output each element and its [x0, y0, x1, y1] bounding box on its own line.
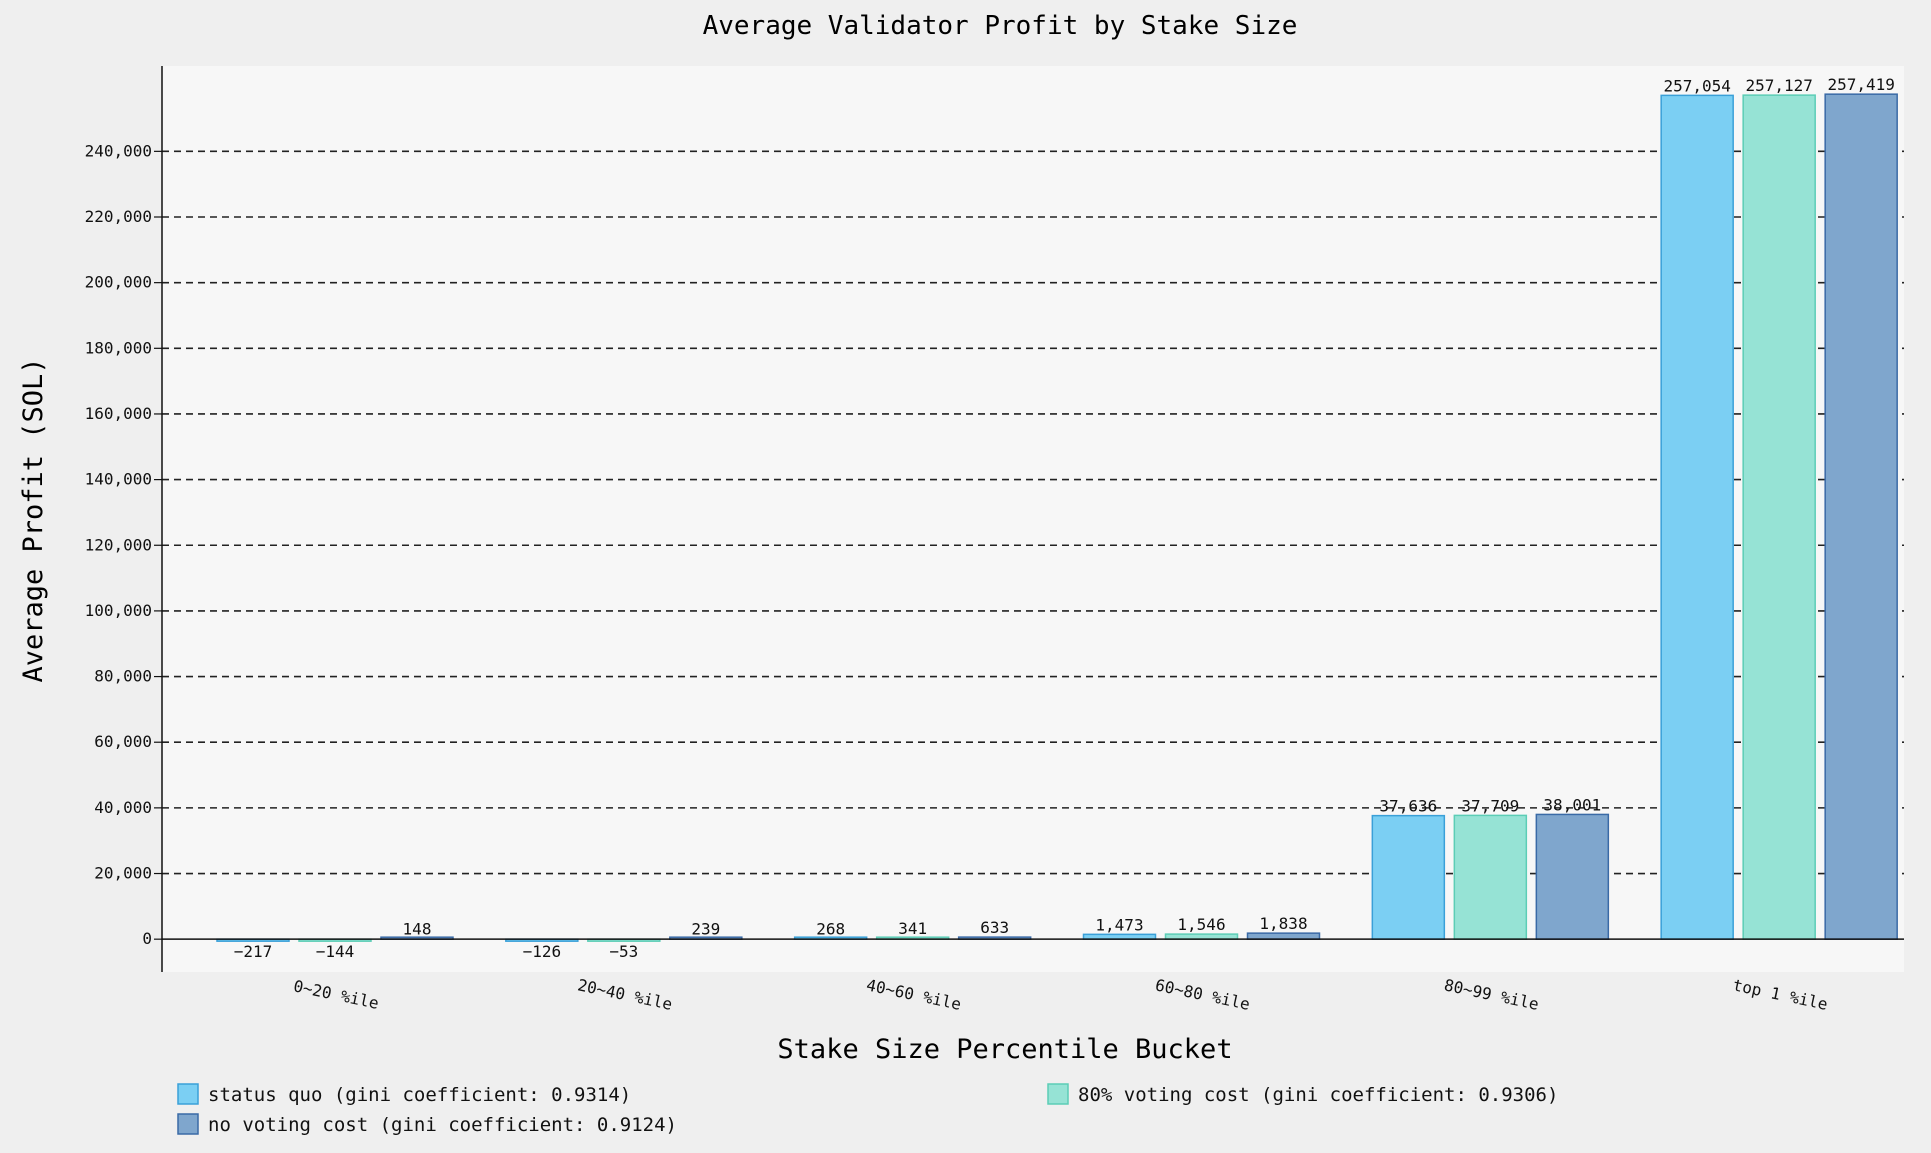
y-tick-label: 0 [142, 929, 152, 948]
bar-value-label: 341 [898, 919, 927, 938]
bar-value-label: −217 [234, 942, 273, 961]
bar-value-label: 1,473 [1095, 915, 1143, 934]
y-tick-label: 160,000 [85, 404, 152, 423]
bar [1164, 933, 1239, 940]
y-tick-label: 20,000 [94, 864, 152, 883]
y-tick-label: 40,000 [94, 798, 152, 817]
x-tick-label: 0~20 %ile [292, 976, 381, 1013]
bar-value-label: 257,419 [1827, 75, 1894, 94]
bar-value-label: 239 [691, 919, 720, 938]
chart-title: Average Validator Profit by Stake Size [703, 11, 1298, 41]
y-tick-label: 200,000 [85, 273, 152, 292]
x-tick-label: 20~40 %ile [576, 975, 674, 1014]
bar-value-label: 1,838 [1259, 914, 1307, 933]
bar [1535, 813, 1610, 940]
y-tick-label: 80,000 [94, 667, 152, 686]
y-axis-ticks: 0 20,000 40,000 60,000 80,000 100,000 120,000 1… [85, 141, 162, 948]
bar [1453, 814, 1528, 940]
bar [1371, 814, 1446, 940]
bar-value-label: 38,001 [1543, 795, 1601, 814]
legend-swatch [1047, 1083, 1069, 1105]
x-tick-label: top 1 %ile [1731, 975, 1829, 1014]
bar-value-label: 1,546 [1177, 915, 1225, 934]
legend-entry: 80% voting cost (gini coefficient: 0.930… [1078, 1084, 1558, 1106]
legend-swatch [177, 1113, 199, 1135]
bar-value-label: 148 [403, 920, 432, 939]
grid-lines [162, 150, 1904, 875]
bar-value-label: 257,054 [1663, 76, 1730, 95]
legend-swatch [177, 1083, 199, 1105]
bar-value-label: 37,636 [1379, 797, 1437, 816]
y-tick-label: 240,000 [85, 141, 152, 160]
value-labels: −217 −144 148 −126 −53 239 268 341 633 1,473 1,546… [234, 75, 1895, 961]
plot-area [162, 66, 1904, 972]
x-tick-label: 60~80 %ile [1154, 975, 1252, 1014]
legend-entry: no voting cost (gini coefficient: 0.9124… [208, 1114, 677, 1136]
x-tick-label: 40~60 %ile [865, 975, 963, 1014]
y-tick-label: 140,000 [85, 470, 152, 489]
x-axis-label: Stake Size Percentile Bucket [777, 1034, 1232, 1065]
bar-value-label: −126 [523, 942, 562, 961]
legend: status quo (gini coefficient: 0.9314) 80%… [177, 1083, 1558, 1136]
bar [1742, 94, 1816, 940]
y-axis-label: Average Profit (SOL) [18, 357, 49, 682]
bar [1660, 94, 1734, 940]
y-tick-label: 100,000 [85, 601, 152, 620]
bar [1246, 932, 1321, 940]
bar [1824, 93, 1898, 940]
bar-value-label: −144 [316, 942, 355, 961]
y-tick-label: 180,000 [85, 338, 152, 357]
bar-value-label: 37,709 [1461, 796, 1519, 815]
y-tick-label: 120,000 [85, 535, 152, 554]
y-tick-label: 60,000 [94, 732, 152, 751]
bar-value-label: 268 [816, 919, 845, 938]
x-tick-label: 80~99 %ile [1442, 975, 1540, 1014]
y-tick-label: 220,000 [85, 207, 152, 226]
bar-value-label: −53 [609, 942, 638, 961]
legend-entry: status quo (gini coefficient: 0.9314) [208, 1084, 631, 1106]
bar-value-label: 257,127 [1745, 76, 1812, 95]
bar-value-label: 633 [980, 918, 1009, 937]
x-axis-ticks: 0~20 %ile 20~40 %ile 40~60 %ile 60~80 %ile 8… [292, 975, 1830, 1014]
bars [216, 93, 1898, 942]
